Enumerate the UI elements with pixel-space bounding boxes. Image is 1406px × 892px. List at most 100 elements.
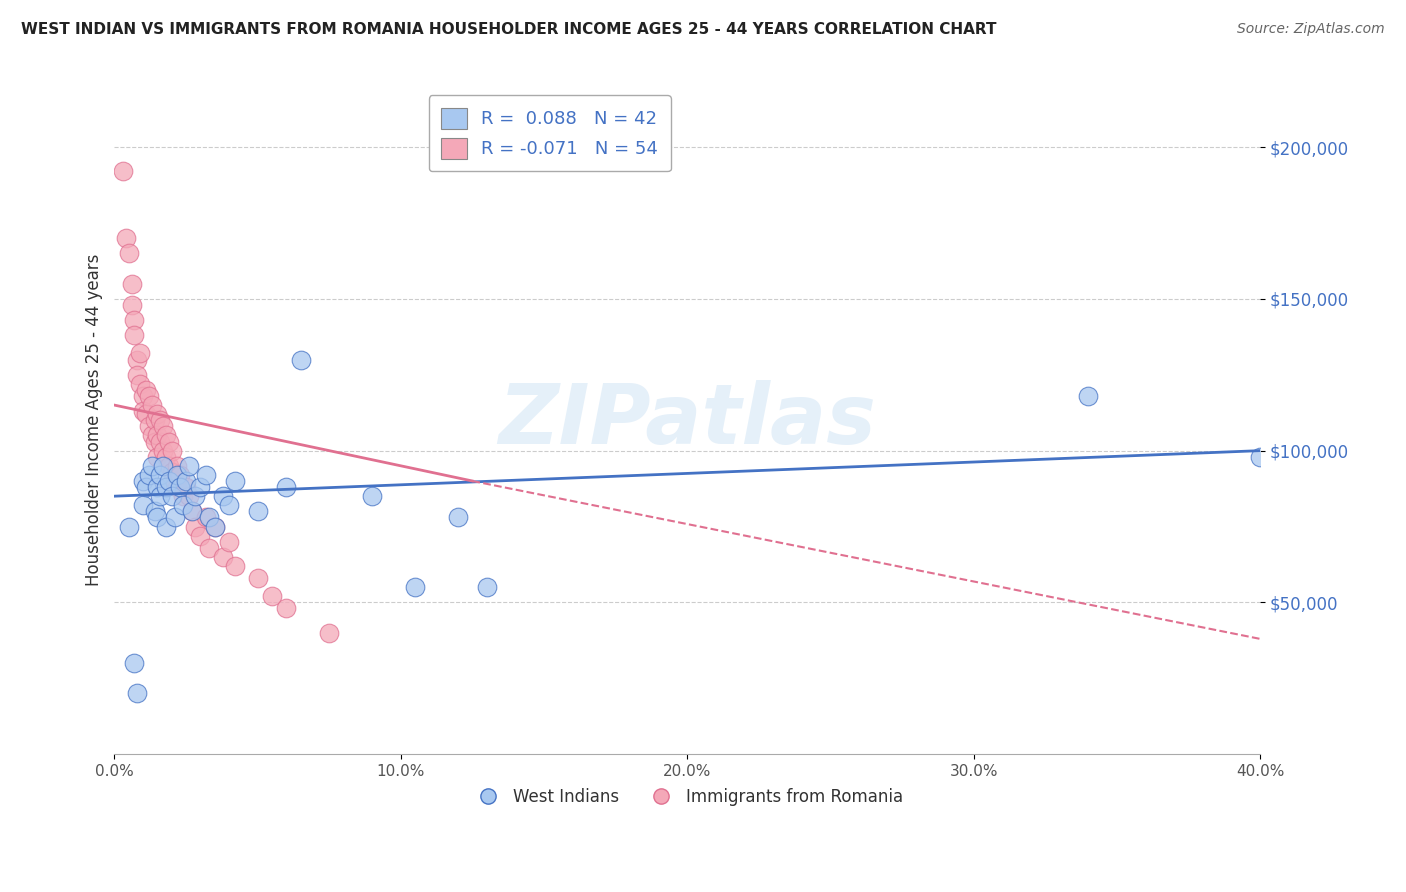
Point [111,164,134,178]
Point [195,510,218,524]
Point [155,519,177,533]
Point [183,519,205,533]
Point [141,398,163,412]
Point [132,404,155,418]
Point [198,541,221,555]
Point [188,480,211,494]
Point [224,559,246,574]
Text: ZIPatlas: ZIPatlas [498,380,876,461]
Point [218,534,240,549]
Point [166,467,188,482]
Point [152,419,174,434]
Point [155,450,177,464]
Point [260,590,283,604]
Point [149,467,172,482]
Point [160,443,183,458]
Point [174,480,197,494]
Point [177,489,200,503]
Point [124,313,146,327]
Point [166,480,188,494]
Point [447,510,470,524]
Point [146,450,169,464]
Point [160,489,183,503]
Point [177,458,200,473]
Point [204,519,226,533]
Point [163,510,186,524]
Point [121,298,143,312]
Y-axis label: Householder Income Ages 25 - 44 years: Householder Income Ages 25 - 44 years [86,254,103,586]
Point [1249,450,1271,464]
Point [183,489,205,503]
Legend: West Indians, Immigrants from Romania: West Indians, Immigrants from Romania [465,781,910,813]
Point [152,458,174,473]
Point [129,376,152,391]
Point [157,458,180,473]
Point [212,549,235,564]
Point [172,498,194,512]
Point [127,686,149,700]
Point [127,352,149,367]
Text: WEST INDIAN VS IMMIGRANTS FROM ROMANIA HOUSEHOLDER INCOME AGES 25 - 44 YEARS COR: WEST INDIAN VS IMMIGRANTS FROM ROMANIA H… [21,22,997,37]
Point [290,352,312,367]
Point [212,489,235,503]
Point [218,498,240,512]
Point [124,656,146,670]
Point [1077,389,1099,403]
Point [166,458,188,473]
Point [121,277,143,291]
Point [198,510,221,524]
Point [118,246,141,260]
Point [146,510,169,524]
Point [118,519,141,533]
Point [138,419,160,434]
Point [172,489,194,503]
Point [143,434,166,449]
Point [146,480,169,494]
Point [174,474,197,488]
Point [361,489,384,503]
Point [169,480,191,494]
Point [135,480,157,494]
Point [188,528,211,542]
Point [124,328,146,343]
Point [180,504,202,518]
Point [138,389,160,403]
Point [149,413,172,427]
Point [146,428,169,442]
Point [155,428,177,442]
Point [132,389,155,403]
Point [141,458,163,473]
Point [143,413,166,427]
Point [157,474,180,488]
Point [475,580,498,594]
Point [163,474,186,488]
Point [195,467,218,482]
Point [160,465,183,479]
Point [127,368,149,382]
Point [169,467,191,482]
Point [149,434,172,449]
Point [132,474,155,488]
Point [132,498,155,512]
Point [246,504,269,518]
Point [318,625,340,640]
Point [276,601,298,615]
Point [246,571,269,585]
Point [135,383,157,397]
Point [180,504,202,518]
Text: Source: ZipAtlas.com: Source: ZipAtlas.com [1237,22,1385,37]
Point [152,443,174,458]
Point [146,407,169,421]
Point [135,407,157,421]
Point [204,519,226,533]
Point [157,434,180,449]
Point [115,231,138,245]
Point [149,489,172,503]
Point [404,580,426,594]
Point [129,346,152,360]
Point [155,480,177,494]
Point [143,504,166,518]
Point [224,474,246,488]
Point [276,480,298,494]
Point [138,467,160,482]
